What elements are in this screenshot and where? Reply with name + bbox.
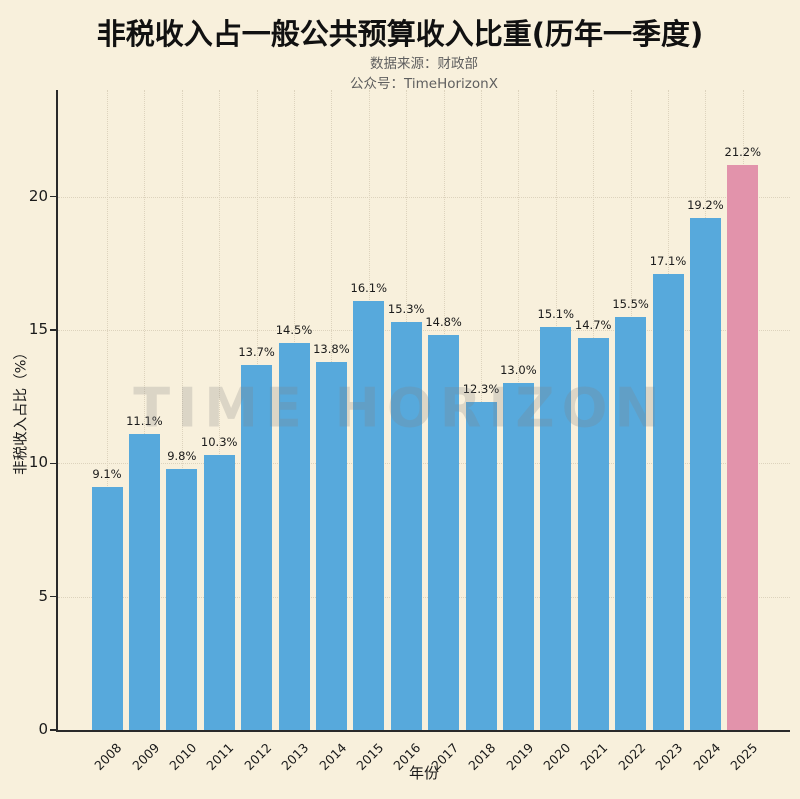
bar-value-label: 15.5% <box>612 296 649 311</box>
v-gridline <box>144 90 146 730</box>
bar-value-label: 15.3% <box>387 302 425 316</box>
bar-2017 <box>428 335 460 730</box>
h-gridline <box>58 463 790 465</box>
chart-subtitle-source: 数据来源：财政部 <box>370 56 478 72</box>
bar-value-label: 14.7% <box>574 318 612 332</box>
bar-2021 <box>577 338 609 730</box>
bar-value-label: 21.2% <box>724 144 762 159</box>
bar-value-label: 14.5% <box>275 323 313 338</box>
y-tick-mark <box>50 729 58 731</box>
y-axis-spine <box>56 90 58 730</box>
chart-subtitle-account: 公众号：TimeHorizonX <box>350 76 498 92</box>
bar-value-label: 10.3% <box>200 435 238 450</box>
h-gridline <box>58 330 790 331</box>
bar-value-label: 11.1% <box>126 414 163 428</box>
bar-value-label: 12.3% <box>462 382 500 396</box>
bar-2008 <box>91 487 123 730</box>
bar-value-label: 17.1% <box>649 254 687 268</box>
bar-2023 <box>652 274 684 730</box>
y-tick-mark <box>50 595 58 598</box>
bar-value-label: 14.8% <box>425 315 462 330</box>
y-tick-mark <box>50 329 58 331</box>
y-tick-label: 5 <box>38 586 48 605</box>
v-gridline <box>219 90 221 730</box>
bar-2025 <box>727 164 759 730</box>
bar-value-label: 9.8% <box>167 448 197 463</box>
x-axis-title: 年份 <box>408 764 439 782</box>
y-tick-mark <box>50 462 58 465</box>
bar-value-label: 15.1% <box>537 307 575 322</box>
v-gridline <box>107 90 108 730</box>
bar-value-label: 16.1% <box>350 280 388 295</box>
bar-value-label: 19.2% <box>687 198 724 212</box>
bar-2018 <box>465 402 497 730</box>
y-tick-label: 0 <box>38 720 48 738</box>
bar-value-label: 13.8% <box>313 342 350 356</box>
bar-2013 <box>278 343 310 730</box>
bar-2010 <box>166 468 198 730</box>
v-gridline <box>181 90 183 730</box>
y-tick-mark <box>50 195 58 198</box>
x-axis-spine <box>56 730 790 732</box>
chart-title: 非税收入占一般公共预算收入比重(历年一季度) <box>96 17 704 51</box>
bar-2011 <box>203 455 235 730</box>
bar-2012 <box>241 364 273 730</box>
bar-2015 <box>353 300 385 730</box>
plot-area: 年份 0 5 10 15 20 9.1% 2008 11.1% 2009 9.8% 2010 10.3… <box>29 90 790 782</box>
bar-value-label: 13.7% <box>238 344 275 359</box>
h-gridline <box>58 196 790 198</box>
y-tick-label: 20 <box>28 186 48 205</box>
bar-value-label: 13.0% <box>500 363 537 378</box>
bar-value-label: 9.1% <box>92 467 122 482</box>
y-tick-label: 10 <box>28 453 48 472</box>
bar-2022 <box>615 316 647 730</box>
bar-2020 <box>540 327 572 730</box>
y-tick-label: 15 <box>28 320 48 338</box>
bar-2014 <box>315 362 347 730</box>
y-axis-title: 非税收入占比（%） <box>13 345 30 475</box>
h-gridline <box>58 596 790 598</box>
bar-2019 <box>502 383 534 730</box>
bar-2009 <box>128 434 160 730</box>
bar-2016 <box>390 322 422 730</box>
bar-2024 <box>689 218 721 730</box>
